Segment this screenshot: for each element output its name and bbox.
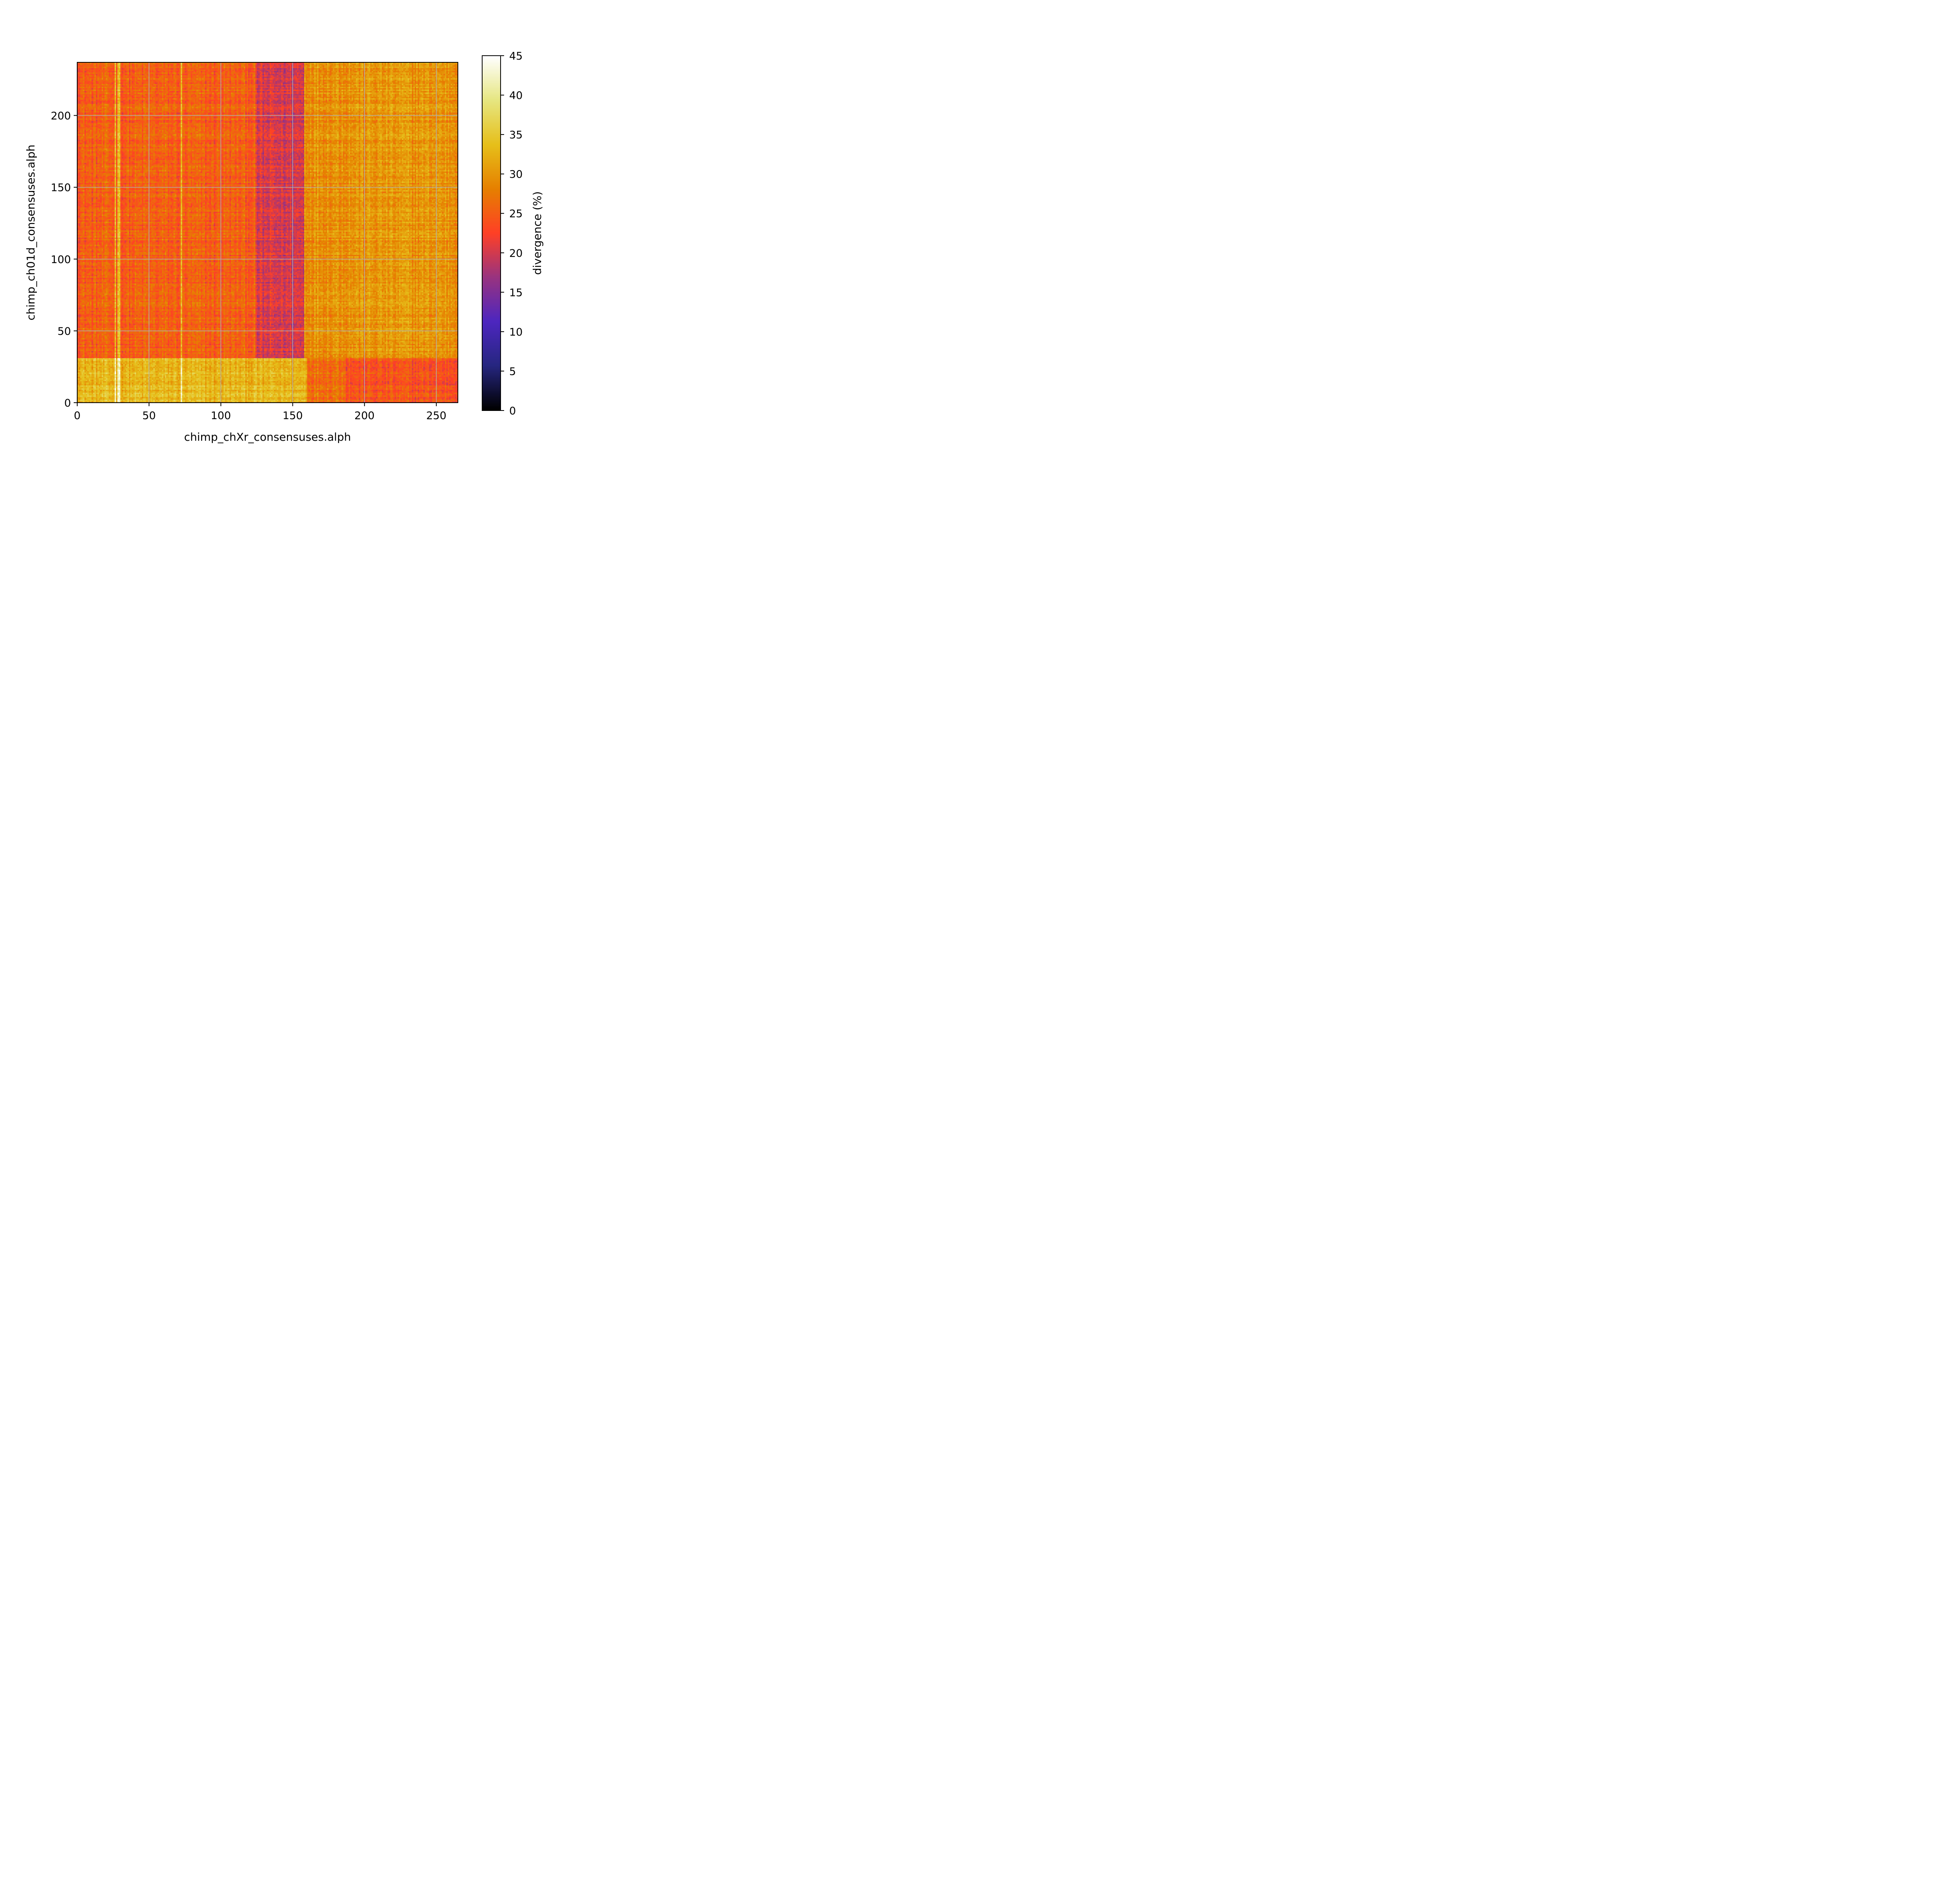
x-tick-label: 0	[74, 410, 80, 422]
x-tick-label: 250	[426, 410, 446, 422]
colorbar-tick-label: 45	[509, 50, 523, 62]
x-axis-ticks: 0 50 100 150 200 250	[74, 403, 446, 422]
heatmap-cells	[77, 62, 458, 403]
colorbar-ticks: 0 5 10 15 20 25 30 35 40 45	[501, 50, 523, 417]
colorbar-tick-label: 15	[509, 287, 523, 299]
y-tick-label: 150	[51, 182, 71, 194]
y-tick-label: 100	[51, 254, 71, 266]
colorbar-label: divergence (%)	[531, 191, 544, 275]
y-axis-ticks: 0 50 100 150 200	[51, 110, 77, 409]
x-tick-label: 50	[142, 410, 156, 422]
colorbar-tick-label: 40	[509, 90, 523, 102]
y-tick-label: 50	[58, 325, 71, 338]
x-axis-label: chimp_chXr_consensuses.alph	[184, 431, 351, 443]
x-tick-label: 200	[354, 410, 375, 422]
x-tick-label: 150	[283, 410, 303, 422]
colorbar-gradient	[482, 56, 501, 411]
colorbar-tick-label: 20	[509, 247, 523, 260]
colorbar-tick-label: 30	[509, 169, 523, 181]
y-axis-label: chimp_ch01d_consensuses.alph	[24, 145, 37, 320]
colorbar-tick-label: 0	[509, 405, 516, 417]
y-tick-label: 0	[64, 397, 71, 409]
colorbar-tick-label: 5	[509, 365, 516, 378]
colorbar-tick-label: 25	[509, 208, 523, 220]
y-tick-label: 200	[51, 110, 71, 122]
colorbar-tick-label: 10	[509, 326, 523, 338]
colorbar-tick-label: 35	[509, 129, 523, 141]
x-tick-label: 100	[211, 410, 231, 422]
